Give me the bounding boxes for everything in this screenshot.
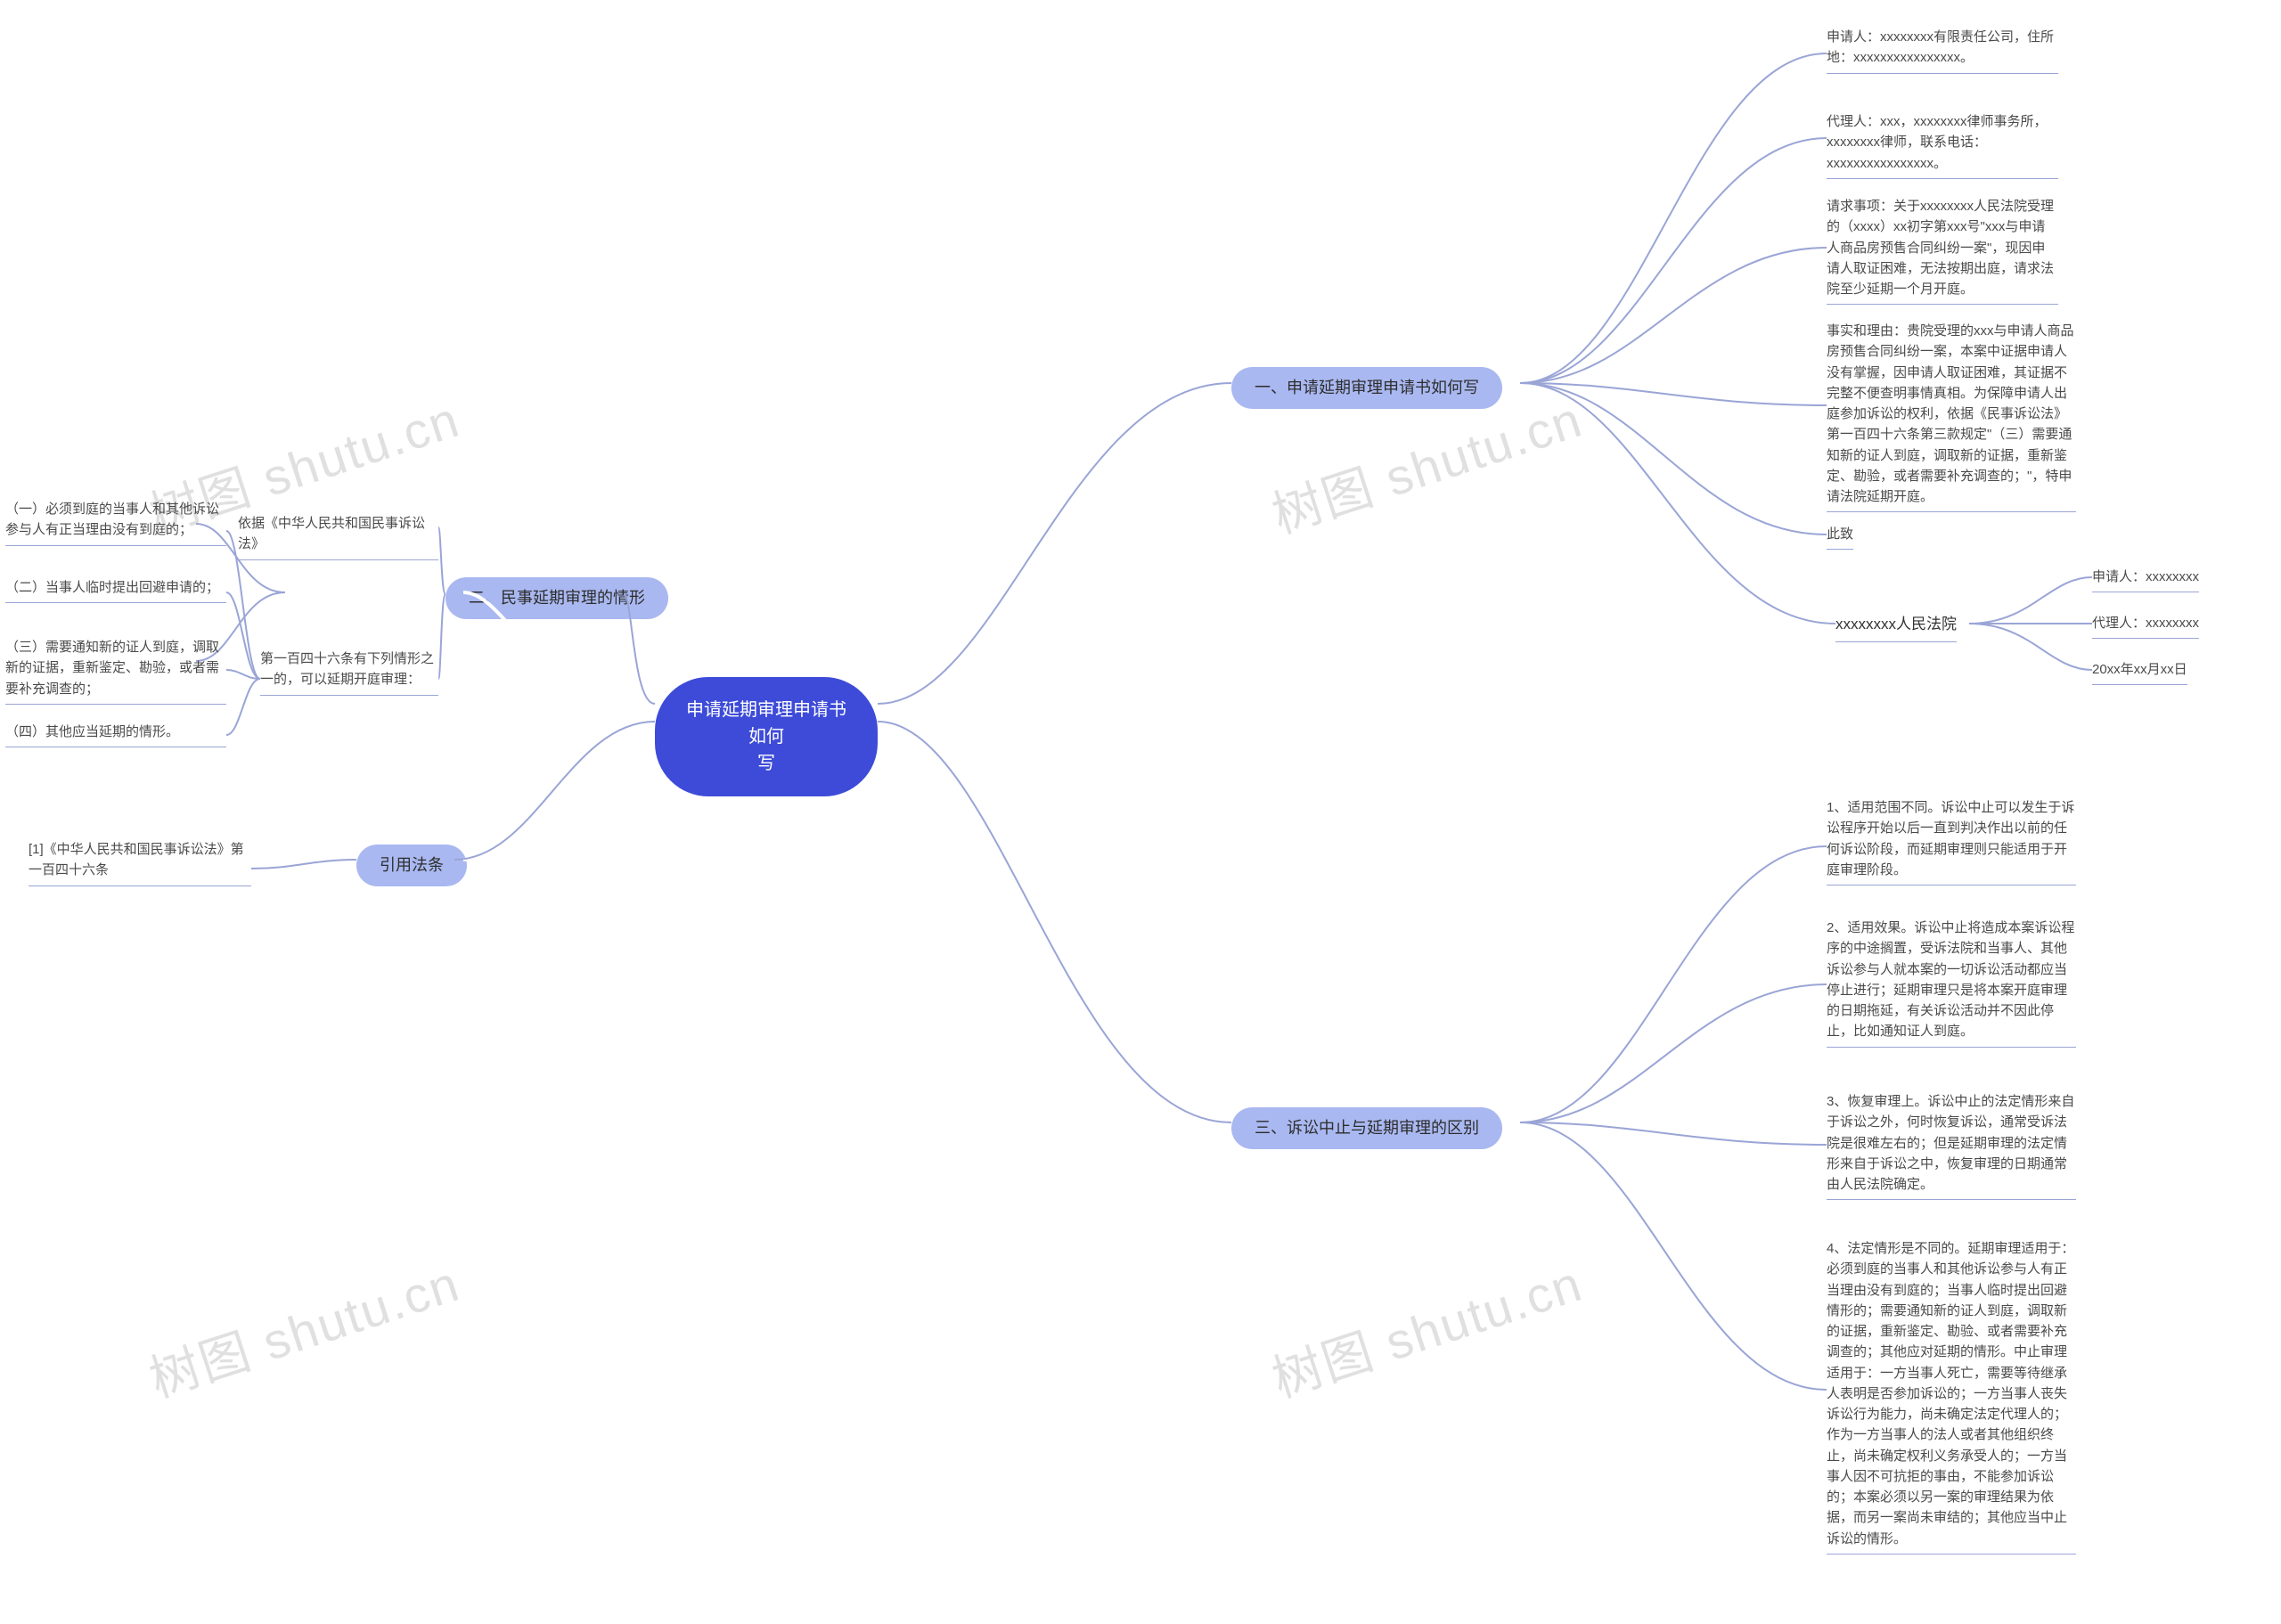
center-title-line1: 申请延期审理申请书如何	[686, 700, 846, 747]
b2-l0-text: 依据《中华人民共和国民事诉讼法》	[238, 516, 425, 551]
b2-s3: （四）其他应当延期的情形。	[5, 722, 226, 747]
b2-s0-text: （一）必须到庭的当事人和其他诉讼参与人有正当理由没有到庭的；	[5, 502, 219, 537]
center-title-line2: 写	[757, 754, 775, 773]
branch1-leaf-3: 事实和理由：贵院受理的xxx与申请人商品房预售合同纠纷一案，本案中证据申请人没有…	[1827, 321, 2076, 516]
watermark: 树图 shutu.cn	[139, 1244, 468, 1412]
b3-l1: 2、适用效果。诉讼中止将造成本案诉讼程序的中途搁置，受诉法院和当事人、其他诉讼参…	[1827, 918, 2076, 1051]
b2-s1: （二）当事人临时提出回避申请的；	[5, 577, 226, 603]
watermark: 树图 shutu.cn	[1262, 1244, 1590, 1412]
b2-s0: （一）必须到庭的当事人和其他诉讼参与人有正当理由没有到庭的；	[5, 499, 226, 546]
b4-l0-text: [1]《中华人民共和国民事诉讼法》第一百四十六条	[29, 842, 244, 877]
branch1-leaf-1: 代理人：xxx，xxxxxxxx律师事务所，xxxxxxxx律师，联系电话：xx…	[1827, 111, 2058, 183]
b2-s3-text: （四）其他应当延期的情形。	[5, 724, 179, 739]
branch1-sub-leaf-0: 申请人：xxxxxxxx	[2092, 567, 2199, 596]
branch-2: 二、民事延期审理的情形	[446, 577, 668, 619]
branch1-leaf-2: 请求事项：关于xxxxxxxx人民法院受理的（xxxx）xx初字第xxx号"xx…	[1827, 196, 2058, 308]
branch1-sub-label: xxxxxxxx人民法院	[1835, 613, 1957, 642]
b2-s2-text: （三）需要通知新的证人到庭，调取新的证据，重新鉴定、勘验，或者需要补充调查的；	[5, 640, 219, 697]
branch1-leaf-0: 申请人：xxxxxxxx有限责任公司，住所地：xxxxxxxxxxxxxxxx。	[1827, 27, 2058, 78]
b4-l0: [1]《中华人民共和国民事诉讼法》第一百四十六条	[29, 839, 251, 886]
b2-l0: 依据《中华人民共和国民事诉讼法》	[238, 513, 438, 560]
b3-l0: 1、适用范围不同。诉讼中止可以发生于诉讼程序开始以后一直到判决作出以前的任何诉讼…	[1827, 797, 2076, 889]
b3-l3: 4、法定情形是不同的。延期审理适用于：必须到庭的当事人和其他诉讼参与人有正当理由…	[1827, 1238, 2076, 1558]
b2-l1-text: 第一百四十六条有下列情形之一的，可以延期开庭审理：	[260, 651, 434, 687]
branch1-sub-leaf-2: 20xx年xx月xx日	[2092, 659, 2187, 689]
b2-l1: 第一百四十六条有下列情形之一的，可以延期开庭审理：	[260, 649, 438, 696]
center-node: 申请延期审理申请书如何 写	[655, 677, 878, 796]
b3-l2: 3、恢复审理上。诉讼中止的法定情形来自于诉讼之外，何时恢复诉讼，通常受诉法院是很…	[1827, 1091, 2076, 1204]
b2-s1-text: （二）当事人临时提出回避申请的；	[5, 580, 219, 595]
branch1-leaf-4: 此致	[1827, 524, 1853, 553]
branch-1: 一、申请延期审理申请书如何写	[1231, 367, 1502, 409]
branch1-sub-leaf-1: 代理人：xxxxxxxx	[2092, 613, 2199, 642]
branch-4: 引用法条	[356, 845, 467, 886]
branch-3: 三、诉讼中止与延期审理的区别	[1231, 1107, 1502, 1149]
b2-s2: （三）需要通知新的证人到庭，调取新的证据，重新鉴定、勘验，或者需要补充调查的；	[5, 637, 226, 705]
